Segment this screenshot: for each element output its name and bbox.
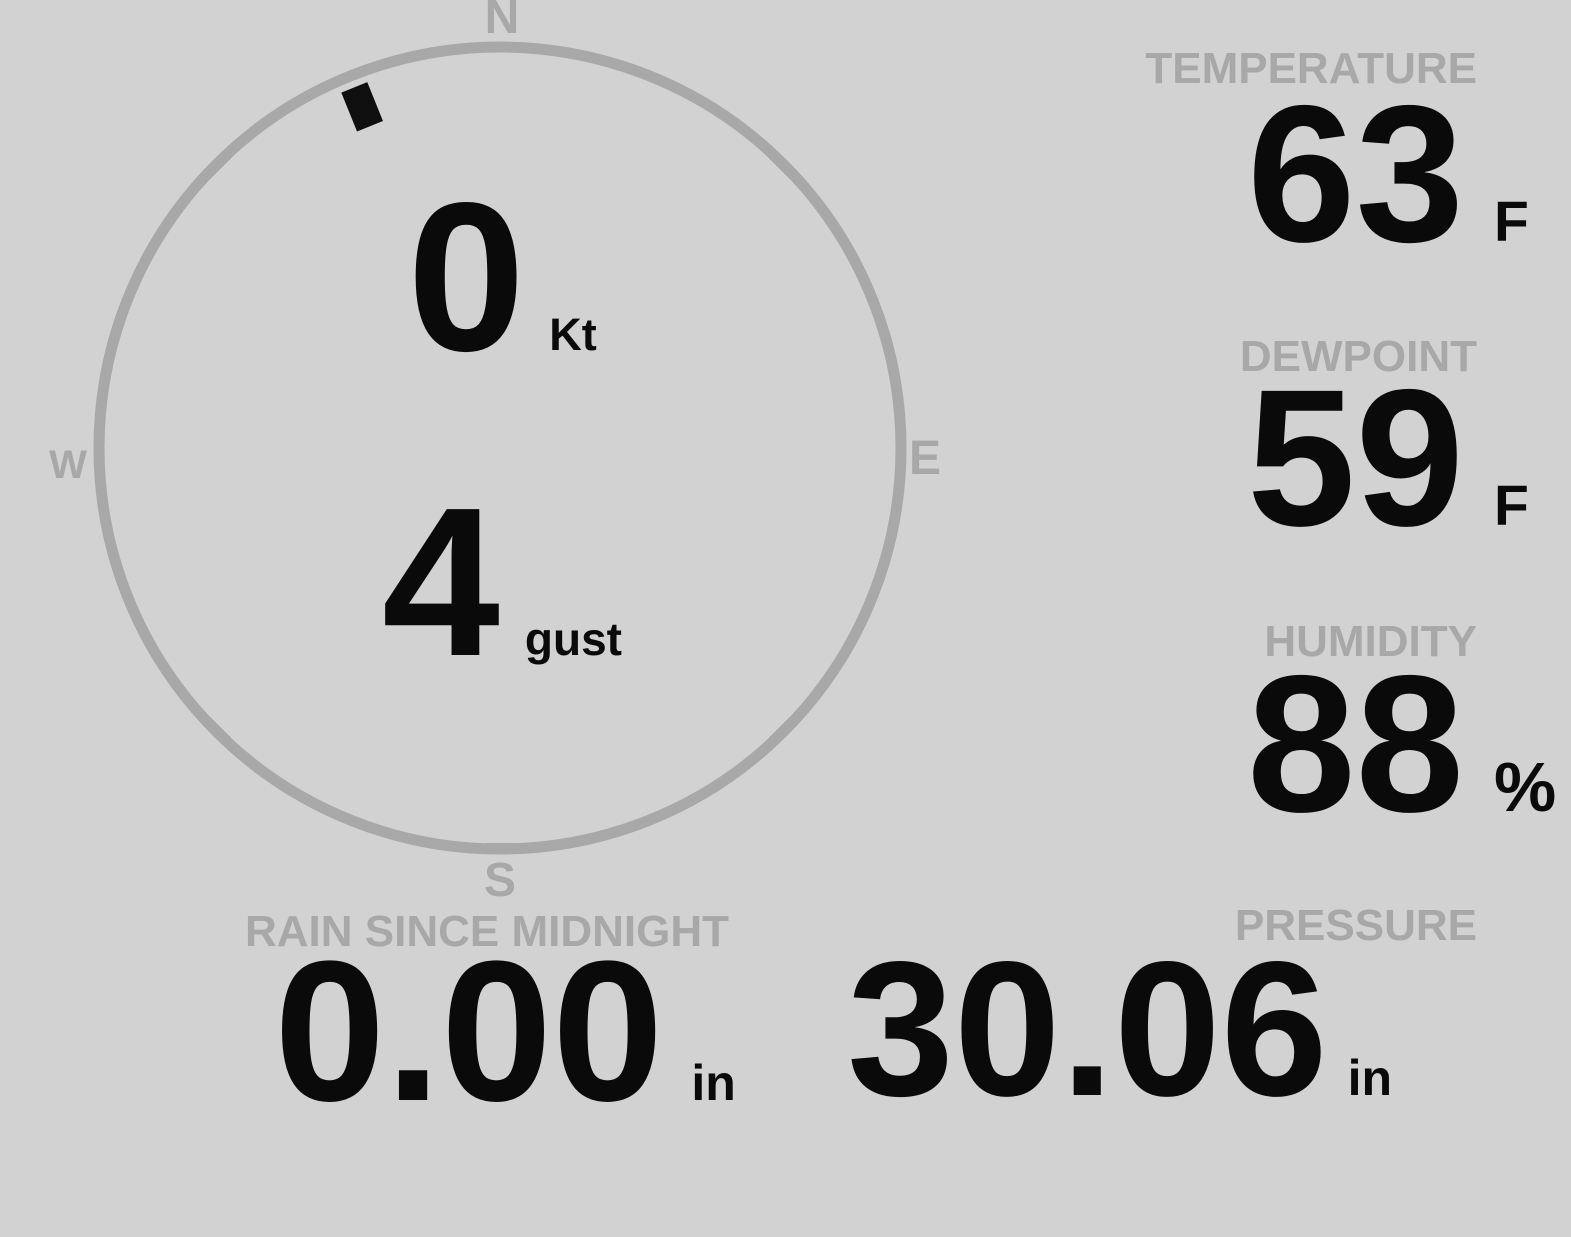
rain-unit: in (691, 1055, 736, 1111)
temperature-row: 63 F (1247, 77, 1558, 272)
compass-label-north: N (484, 0, 520, 44)
wind-direction-marker (341, 82, 383, 132)
wind-speed-value: 0 (407, 158, 526, 395)
temperature-value: 63 (1247, 65, 1464, 283)
compass-tick-se (768, 716, 798, 746)
compass-label-west: W (49, 443, 87, 487)
dewpoint-unit: F (1494, 474, 1529, 538)
rain-value: 0.00 (274, 920, 664, 1143)
humidity-row: 88 % (1247, 647, 1558, 842)
dewpoint-value: 59 (1247, 349, 1464, 567)
temperature-label: TEMPERATURE (1145, 44, 1477, 93)
wind-gust-unit: gust (524, 613, 622, 665)
compass-tick-s (485, 843, 515, 854)
wind-speed-unit: Kt (549, 309, 597, 360)
pressure-value: 30.06 (847, 921, 1328, 1136)
pressure-label: PRESSURE (1234, 901, 1477, 950)
wind-gust-row: 4 gust (0, 476, 1004, 688)
temperature-unit: F (1494, 190, 1529, 254)
compass-label-south: S (483, 854, 516, 907)
pressure-unit: in (1347, 1050, 1392, 1106)
dewpoint-row: 59 F (1247, 361, 1558, 556)
compass-ticks (202, 150, 798, 854)
wind-speed-row: 0 Kt (0, 171, 1004, 383)
compass-label-east: E (908, 432, 941, 485)
humidity-label: HUMIDITY (1264, 617, 1477, 666)
compass-tick-ne (768, 150, 798, 180)
humidity-unit: % (1494, 748, 1557, 826)
wind-compass (93, 41, 907, 855)
rain-row: 0.00 in (0, 932, 1010, 1132)
rain-label: RAIN SINCE MIDNIGHT (245, 907, 729, 956)
dewpoint-label: DEWPOINT (1239, 332, 1477, 381)
humidity-value: 88 (1247, 635, 1464, 853)
wind-gust-value: 4 (381, 463, 500, 700)
compass-tick-nw (202, 150, 232, 180)
compass-tick-sw (202, 716, 232, 746)
pressure-row: 30.06 in (847, 933, 1392, 1125)
